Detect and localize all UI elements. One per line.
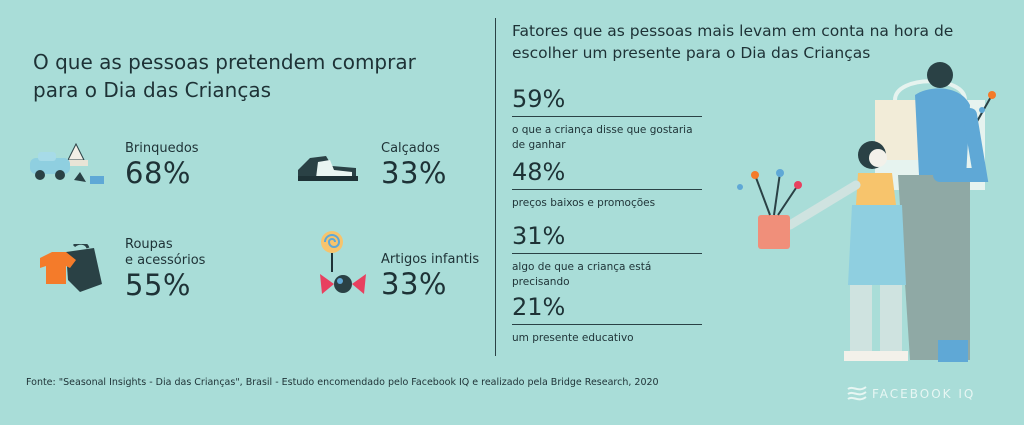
candy-icon	[320, 231, 366, 294]
stat-block: 59% o que a criança disse que gostaria d…	[512, 85, 702, 153]
item-label-brinquedos: Brinquedos	[125, 141, 199, 156]
item-label-acessorios: e acessórios	[125, 253, 206, 268]
item-percent-calcados: 33%	[381, 156, 447, 190]
stat-underline	[512, 116, 702, 117]
footer-source: Fonte: "Seasonal Insights - Dia das Cria…	[26, 377, 659, 388]
toy-car-icon	[30, 142, 104, 184]
stat-percent: 48%	[512, 158, 566, 186]
family-illustration	[737, 62, 996, 362]
stat-percent: 31%	[512, 222, 566, 250]
stat-percent: 59%	[512, 85, 566, 113]
stat-desc: algo de que a criança está precisando	[512, 261, 652, 288]
vertical-divider	[495, 18, 496, 356]
stat-percent: 21%	[512, 293, 566, 321]
shoes-icon	[298, 156, 358, 181]
item-percent-brinquedos: 68%	[125, 156, 191, 190]
item-label-roupas: Roupas	[125, 237, 173, 252]
facebook-iq-logo-icon	[846, 383, 868, 407]
item-label-artigos: Artigos infantis	[381, 252, 480, 267]
stat-desc: o que a criança disse que gostaria	[512, 124, 693, 136]
stat-block: 21% um presente educativo	[512, 293, 702, 346]
stat-underline	[512, 253, 702, 254]
stat-block: 31% algo de que a criança está precisand…	[512, 222, 702, 290]
item-percent-artigos: 33%	[381, 267, 447, 301]
stat-underline	[512, 324, 702, 325]
left-title: O que as pessoas pretendem comprar para …	[33, 50, 416, 102]
item-label-calcados: Calçados	[381, 141, 440, 156]
right-title: Fatores que as pessoas mais levam em con…	[512, 22, 954, 62]
clothes-icon	[40, 244, 102, 292]
item-percent-roupas: 55%	[125, 268, 191, 302]
stat-desc: de ganhar	[512, 139, 566, 151]
stat-desc: preços baixos e promoções	[512, 197, 656, 209]
stat-desc: um presente educativo	[512, 332, 634, 344]
stat-underline	[512, 189, 702, 190]
stat-block: 48% preços baixos e promoções	[512, 158, 702, 211]
brand-name: FACEBOOK IQ	[872, 387, 976, 401]
